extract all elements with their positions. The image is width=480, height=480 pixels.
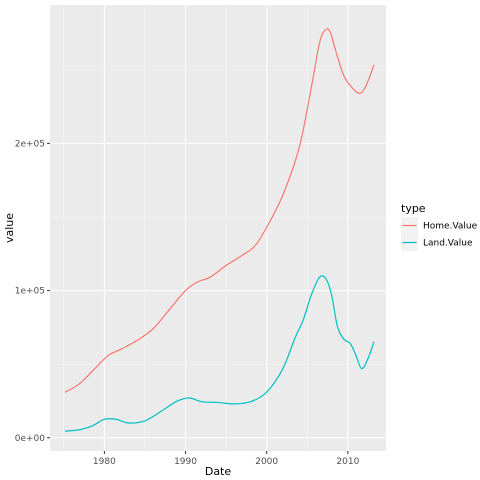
y-tick-label: 0e+00	[15, 434, 46, 444]
panel-background	[50, 5, 386, 451]
legend-title: type	[401, 202, 426, 215]
series-layer	[64, 28, 375, 432]
x-tick-label: 1980	[93, 457, 116, 467]
series-line-land-value	[64, 275, 375, 432]
grid-minor	[50, 5, 386, 451]
x-axis-title: Date	[205, 465, 232, 478]
axis-ticks	[47, 142, 349, 454]
y-tick-label: 2e+05	[15, 139, 45, 149]
y-tick-label: 1e+05	[15, 287, 45, 297]
x-tick-label: 2010	[336, 457, 359, 467]
tick-labels: 1980 1990 2000 2010 0e+00 1e+05 2e+05	[15, 139, 360, 467]
series-line-home-value	[64, 28, 375, 393]
legend: type Home.Value Land.Value	[401, 202, 478, 251]
y-axis-title: value	[3, 213, 16, 243]
legend-keys: Home.Value Land.Value	[401, 217, 478, 251]
x-tick-label: 1990	[174, 457, 197, 467]
legend-label: Home.Value	[423, 222, 478, 232]
x-tick-label: 2000	[255, 457, 278, 467]
legend-label: Land.Value	[423, 239, 473, 249]
